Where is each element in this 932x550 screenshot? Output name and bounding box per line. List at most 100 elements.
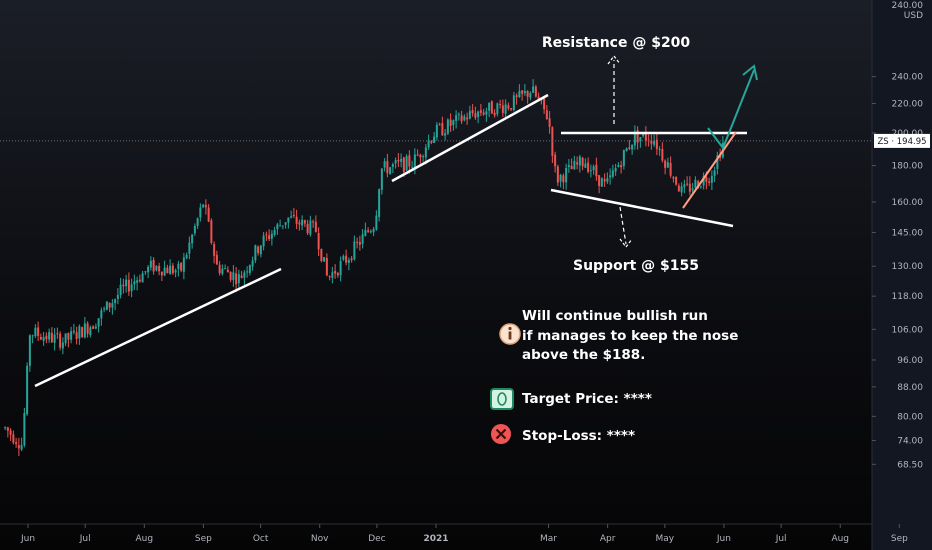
candle-body <box>229 271 232 280</box>
candle <box>466 112 469 125</box>
candle <box>48 328 51 343</box>
candle <box>400 153 403 168</box>
candle <box>625 147 628 152</box>
candle-body <box>12 434 15 443</box>
candle-body <box>490 101 493 114</box>
candle <box>666 157 669 169</box>
money-icon-coin <box>497 392 507 406</box>
candle <box>501 99 504 117</box>
note-line-3: above the $188. <box>522 347 645 363</box>
candle <box>567 158 570 173</box>
candle <box>650 134 653 150</box>
candle <box>507 102 510 111</box>
candle <box>386 153 389 178</box>
candle-body <box>243 272 246 278</box>
candle <box>655 132 658 156</box>
candle <box>281 225 284 230</box>
candle <box>576 156 579 170</box>
candle-body <box>342 256 345 260</box>
candle-body <box>460 115 463 122</box>
resistance-label: Resistance @ $200 <box>542 35 691 51</box>
candle <box>672 176 675 183</box>
candle-body <box>50 332 53 343</box>
y-tick-label: 96.00 <box>897 356 923 366</box>
rising-support-line[interactable] <box>682 131 737 209</box>
candle-body <box>122 284 125 287</box>
candle <box>251 256 254 271</box>
candle-body <box>655 139 658 150</box>
candle <box>103 306 106 313</box>
candle-body <box>372 228 375 233</box>
candle <box>369 229 372 234</box>
candle <box>554 151 557 173</box>
uptrend-line-2021[interactable] <box>391 93 549 183</box>
candle <box>149 256 152 271</box>
candle <box>325 253 328 277</box>
candle <box>199 203 202 222</box>
candle-body <box>290 216 293 218</box>
x-tick-label: Mar <box>540 534 557 544</box>
candle-body <box>17 445 20 449</box>
candle <box>130 278 133 298</box>
candle-body <box>180 262 183 271</box>
candle-body <box>617 164 620 167</box>
candle-body <box>446 119 449 134</box>
candle-body <box>353 241 356 260</box>
candle <box>411 160 414 169</box>
candle-body <box>669 162 672 176</box>
candle <box>23 407 26 448</box>
candle <box>4 426 7 431</box>
candle-body <box>4 427 7 429</box>
candle-body <box>545 110 548 119</box>
candle <box>446 118 449 136</box>
candle <box>488 102 491 118</box>
candle-body <box>411 166 414 168</box>
candle <box>479 103 482 117</box>
candle <box>122 278 125 294</box>
candle <box>485 107 488 122</box>
target-arrow[interactable] <box>707 69 755 151</box>
support-line[interactable] <box>550 188 734 228</box>
candle <box>92 325 95 329</box>
candle-body <box>166 267 169 274</box>
candle <box>207 204 210 223</box>
candle <box>702 172 705 190</box>
candle <box>26 362 29 416</box>
candle-body <box>215 254 218 265</box>
candle <box>378 188 381 222</box>
candle <box>570 158 573 170</box>
candle-body <box>83 323 86 338</box>
candle-body <box>639 137 642 142</box>
uptrend-line-2020[interactable] <box>34 267 282 388</box>
candle <box>160 271 163 282</box>
candle <box>477 110 480 124</box>
candle-body <box>471 110 474 114</box>
candle-body <box>449 119 452 126</box>
candle-body <box>548 118 551 127</box>
candle-body <box>320 248 323 261</box>
candle <box>287 217 290 229</box>
candle <box>111 299 114 315</box>
candle <box>12 430 15 445</box>
candle-body <box>303 220 306 224</box>
currency-label: USD <box>904 11 923 21</box>
candle-body <box>218 264 221 274</box>
candle-body <box>86 323 89 334</box>
y-tick-label: 240.00 <box>892 1 924 11</box>
candle <box>290 210 293 219</box>
candle <box>430 140 433 145</box>
candle <box>133 274 136 290</box>
candle-body <box>281 225 284 227</box>
candle-body <box>611 170 614 177</box>
candle-body <box>477 111 480 118</box>
candle-body <box>100 310 103 319</box>
candle-body <box>515 95 518 97</box>
candle-body <box>34 327 37 337</box>
candle <box>614 163 617 176</box>
candle <box>589 164 592 178</box>
candle-body <box>642 132 645 136</box>
candle <box>468 105 471 120</box>
candle-body <box>705 177 708 182</box>
candle-body <box>356 241 359 243</box>
